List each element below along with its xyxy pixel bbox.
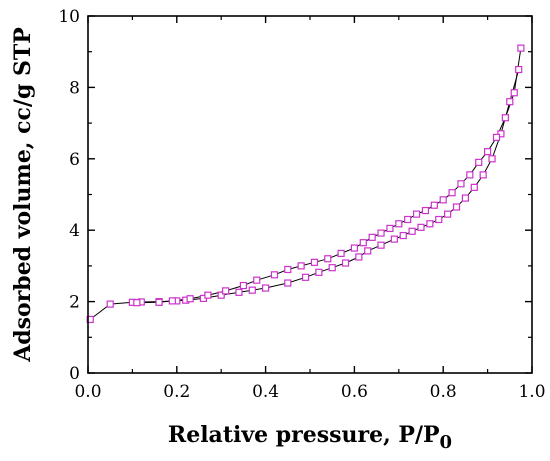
series-1-point: [248, 286, 256, 294]
series-2-point: [324, 255, 332, 263]
x-tick-label: 0.0: [74, 382, 101, 402]
series-2-point: [377, 229, 385, 237]
series-2-point: [412, 210, 421, 218]
series-1-point: [506, 98, 514, 106]
series-2-point: [284, 265, 292, 274]
y-tick-label: 2: [69, 293, 80, 313]
series-2-point: [457, 180, 465, 188]
series-1-point: [417, 223, 425, 231]
series-2-point: [239, 281, 247, 290]
series-2-point: [404, 215, 412, 224]
series-2-point: [368, 233, 376, 241]
series-1-point: [399, 231, 407, 240]
y-tick-label: 0: [69, 364, 80, 384]
series-2-point: [492, 133, 501, 141]
series-2-point: [517, 44, 525, 52]
y-tick-label: 8: [69, 78, 80, 98]
series-1-point: [315, 268, 323, 276]
series-1-point: [479, 171, 487, 179]
series-1-point: [470, 183, 478, 191]
y-tick-label: 10: [58, 7, 80, 27]
x-tick-label: 0.8: [430, 382, 457, 402]
series-2-point: [133, 299, 141, 307]
series-1-point: [364, 247, 372, 255]
series-2-point: [253, 276, 261, 284]
series-1-point: [488, 155, 496, 163]
x-tick-label: 0.2: [163, 382, 190, 402]
series-1-point: [461, 194, 469, 202]
series-1-point: [106, 300, 114, 308]
series-2-point: [475, 158, 483, 166]
series-markers: [86, 44, 525, 324]
series-2-point: [501, 114, 509, 122]
series-1-point: [408, 227, 416, 235]
series-2-point: [484, 148, 492, 156]
series-1-point: [301, 273, 310, 281]
series-1-point: [444, 210, 452, 218]
y-tick-label: 4: [69, 221, 80, 241]
series-2-point: [270, 271, 279, 279]
series-2-point: [386, 224, 394, 233]
series-2-point: [510, 89, 518, 97]
series-2-point: [297, 262, 305, 270]
x-tick-label: 0.4: [252, 382, 279, 402]
series-1-point: [355, 253, 363, 261]
series-2-point: [222, 287, 230, 295]
series-2-point: [155, 298, 163, 306]
series-2-point: [204, 291, 212, 299]
x-tick-label: 0.6: [341, 382, 368, 402]
series-1-point: [262, 284, 270, 292]
series-2-point: [466, 171, 474, 179]
series-2-point: [310, 258, 319, 266]
y-axis-title: Adsorbed volume, cc/g STP: [10, 27, 36, 363]
series-2-point: [337, 249, 345, 258]
series-2-point: [168, 297, 176, 305]
series-2-point: [421, 206, 430, 215]
series-1-point: [426, 220, 434, 228]
series-1-point: [235, 288, 243, 296]
y-tick-label: 6: [69, 150, 80, 170]
x-axis-title: Relative pressure, P/P0: [168, 422, 452, 453]
series-2-point: [350, 244, 358, 252]
series-1-point: [284, 279, 292, 287]
series-1-point: [328, 264, 336, 272]
series-2-point: [186, 295, 194, 303]
series-1-point: [217, 291, 225, 299]
series-2-point: [430, 201, 438, 209]
x-axis-title-main: Relative pressure, P/P: [168, 422, 440, 448]
series-2-point: [359, 239, 367, 247]
x-tick-label: 1.0: [518, 382, 545, 402]
series-1-point: [452, 203, 461, 211]
series-line-2: [136, 48, 522, 304]
series-1-point: [390, 235, 398, 243]
series-1-point: [377, 241, 385, 249]
series-2-point: [448, 189, 456, 197]
series-2-point: [395, 220, 403, 228]
axis-ticks: [87, 15, 533, 374]
series-1-point: [435, 215, 443, 224]
x-axis-title-subscript: 0: [440, 432, 453, 453]
series-1-point: [341, 259, 350, 267]
series-1-point: [515, 65, 523, 74]
series-2-point: [439, 196, 447, 204]
tick-labels: 0.0 0.2 0.4 0.6 0.8 1.0 0 2 4 6 8 10: [58, 7, 545, 402]
